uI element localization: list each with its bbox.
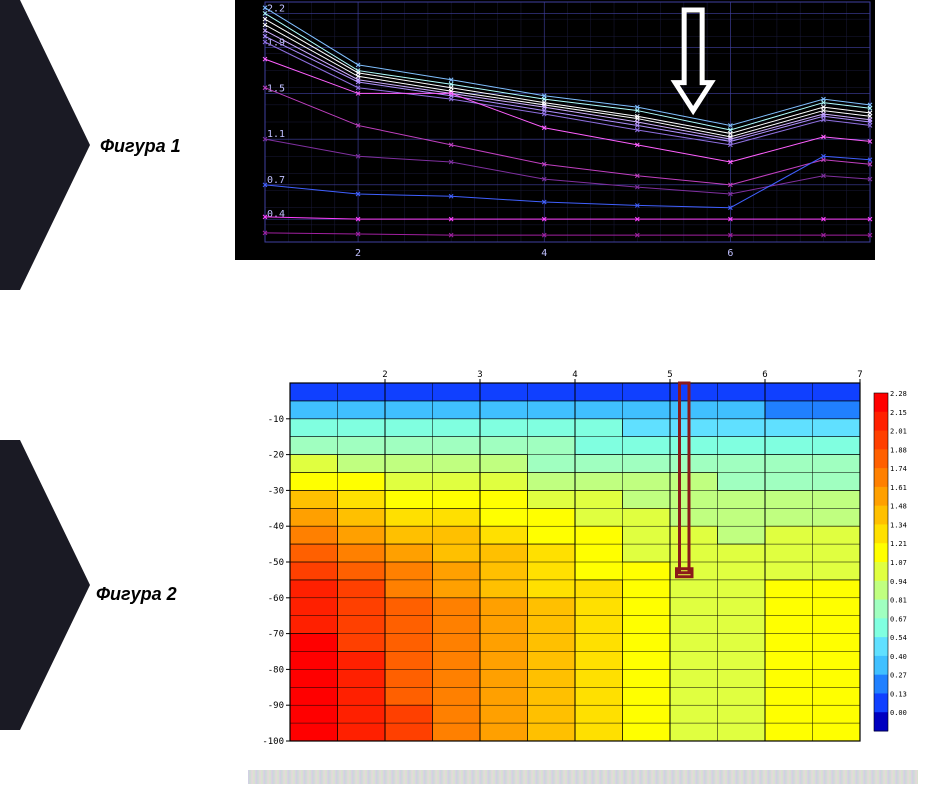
svg-text:6: 6 bbox=[727, 248, 733, 259]
svg-text:1.1: 1.1 bbox=[267, 129, 285, 140]
svg-text:-50: -50 bbox=[268, 558, 284, 568]
svg-text:-20: -20 bbox=[268, 451, 284, 461]
svg-text:0.67: 0.67 bbox=[890, 615, 907, 623]
svg-text:1.07: 1.07 bbox=[890, 559, 907, 567]
svg-text:0.94: 0.94 bbox=[890, 578, 907, 586]
svg-text:-80: -80 bbox=[268, 665, 284, 675]
svg-text:1.34: 1.34 bbox=[890, 521, 907, 529]
svg-text:1.88: 1.88 bbox=[890, 446, 907, 454]
svg-text:0.27: 0.27 bbox=[890, 672, 907, 680]
chevron-figure1 bbox=[0, 0, 100, 290]
svg-text:0.13: 0.13 bbox=[890, 690, 907, 698]
svg-text:-90: -90 bbox=[268, 701, 284, 711]
svg-text:1.5: 1.5 bbox=[267, 83, 285, 94]
svg-text:6: 6 bbox=[762, 370, 767, 380]
svg-text:0.40: 0.40 bbox=[890, 653, 907, 661]
svg-text:0.81: 0.81 bbox=[890, 597, 907, 605]
svg-text:4: 4 bbox=[541, 248, 547, 259]
svg-text:-70: -70 bbox=[268, 630, 284, 640]
svg-text:2.28: 2.28 bbox=[890, 390, 907, 398]
svg-text:3: 3 bbox=[477, 370, 482, 380]
svg-text:2: 2 bbox=[355, 248, 361, 259]
svg-text:0.7: 0.7 bbox=[267, 175, 285, 186]
svg-text:7: 7 bbox=[857, 370, 862, 380]
svg-text:-60: -60 bbox=[268, 594, 284, 604]
svg-text:-10: -10 bbox=[268, 415, 284, 425]
figure1-label: Фигура 1 bbox=[100, 136, 181, 157]
chevron-figure2 bbox=[0, 440, 100, 730]
svg-text:-30: -30 bbox=[268, 486, 284, 496]
svg-text:2.2: 2.2 bbox=[267, 3, 285, 14]
svg-text:-100: -100 bbox=[262, 737, 284, 745]
svg-text:4: 4 bbox=[572, 370, 577, 380]
svg-text:2.15: 2.15 bbox=[890, 409, 907, 417]
noise-strip bbox=[248, 770, 918, 784]
svg-text:0.54: 0.54 bbox=[890, 634, 907, 642]
svg-text:5: 5 bbox=[667, 370, 672, 380]
figure1-chart: 0.40.71.11.51.92.2246 bbox=[235, 0, 875, 260]
svg-text:2: 2 bbox=[382, 370, 387, 380]
svg-text:0.00: 0.00 bbox=[890, 709, 907, 717]
svg-text:0.4: 0.4 bbox=[267, 209, 285, 220]
svg-text:2.01: 2.01 bbox=[890, 428, 907, 436]
svg-text:1.21: 1.21 bbox=[890, 540, 907, 548]
svg-text:1.74: 1.74 bbox=[890, 465, 907, 473]
figure2-label: Фигура 2 bbox=[96, 584, 177, 605]
figure2-chart: 2 3 4 5 6 7 -10 -20 -30 -40 -50 -60 -70 -80 -90 -100 2.2… bbox=[248, 365, 918, 745]
svg-text:1.48: 1.48 bbox=[890, 503, 907, 511]
svg-text:-40: -40 bbox=[268, 522, 284, 532]
svg-text:1.61: 1.61 bbox=[890, 484, 907, 492]
